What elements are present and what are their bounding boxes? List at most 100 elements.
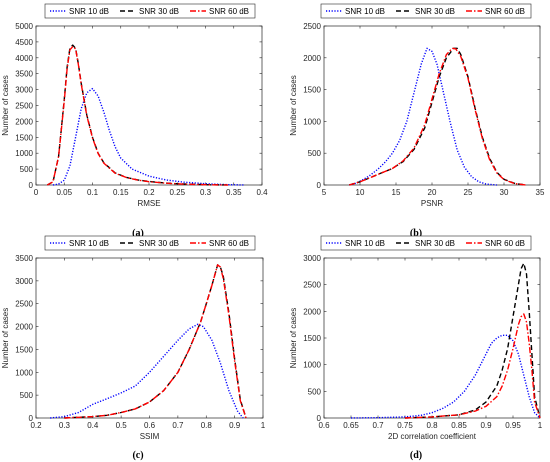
y-tick-label: 3000	[15, 277, 33, 286]
legend-box	[320, 3, 532, 19]
y-tick-label: 0	[317, 181, 322, 190]
chart-panel-3: 0.2 0.3 0.4 0.5 0.6 0.7 0.8 0.9 1 0 500 1000 1500 200…	[1, 235, 266, 461]
legend: SNR 10 dB SNR 30 dB SNR 60 dB	[44, 235, 256, 251]
panel-caption: (c)	[132, 450, 143, 461]
series-line-snr-60-db	[349, 47, 526, 186]
legend-label: SNR 60 dB	[209, 239, 249, 248]
series-line-snr-10-db	[52, 87, 246, 186]
legend-label: SNR 30 dB	[139, 7, 179, 16]
y-tick-label: 2500	[15, 102, 33, 111]
x-tick-label: 0.85	[451, 421, 467, 430]
plot-area	[35, 25, 263, 186]
x-tick-label: 35	[536, 188, 545, 197]
legend-box	[44, 3, 256, 19]
y-axis-label: Number of cases	[1, 75, 10, 135]
x-tick-label: 0.25	[169, 188, 185, 197]
y-axis-label: Number of cases	[289, 75, 298, 135]
x-tick-label: 0.4	[87, 421, 99, 430]
plot-area	[35, 257, 264, 419]
x-tick-label: 0.9	[480, 421, 492, 430]
x-tick-label: 0.4	[256, 188, 268, 197]
x-axis-label: 2D correlation coefficient	[388, 432, 477, 441]
x-tick-label: 0.15	[113, 188, 129, 197]
y-tick-label: 4500	[15, 38, 33, 47]
y-tick-label: 1500	[303, 86, 321, 95]
legend-label: SNR 30 dB	[415, 239, 455, 248]
x-tick-label: 0.05	[56, 188, 72, 197]
x-tick-label: 0.75	[397, 421, 413, 430]
chart-panel-1: 0 0.05 0.1 0.15 0.2 0.25 0.3 0.35 0.4 0 500 1000 150…	[1, 3, 268, 239]
series-line-snr-10-db	[350, 334, 541, 419]
legend-label: SNR 30 dB	[139, 239, 179, 248]
x-tick-label: 0.6	[318, 421, 330, 430]
y-tick-label: 2000	[15, 117, 33, 126]
legend-label: SNR 30 dB	[415, 7, 455, 16]
y-tick-label: 4000	[15, 54, 33, 63]
y-tick-label: 2000	[303, 54, 321, 63]
legend-label: SNR 60 dB	[209, 7, 249, 16]
y-tick-label: 1500	[15, 133, 33, 142]
y-tick-label: 0	[29, 414, 34, 423]
y-tick-label: 2000	[15, 323, 33, 332]
x-tick-label: 0.2	[30, 421, 42, 430]
x-tick-label: 20	[428, 188, 437, 197]
x-tick-label: 5	[322, 188, 327, 197]
y-tick-label: 3500	[15, 254, 33, 263]
x-tick-label: 0.1	[87, 188, 99, 197]
series-line-snr-10-db	[349, 47, 497, 186]
series-line-snr-30-db	[404, 262, 541, 419]
y-tick-label: 500	[308, 387, 322, 396]
series-line-snr-60-db	[404, 313, 541, 419]
plot-area	[323, 257, 541, 419]
x-axis-label: SSIM	[140, 432, 160, 441]
y-tick-label: 1000	[15, 368, 33, 377]
y-tick-label: 5000	[15, 22, 33, 31]
y-tick-label: 500	[20, 391, 34, 400]
y-tick-label: 500	[308, 149, 322, 158]
x-tick-label: 25	[464, 188, 473, 197]
y-tick-label: 3500	[15, 70, 33, 79]
x-tick-label: 0.7	[372, 421, 384, 430]
y-axis-label: Number of cases	[1, 308, 10, 368]
x-tick-label: 0.8	[201, 421, 213, 430]
x-tick-label: 0.5	[116, 421, 128, 430]
x-tick-label: 10	[356, 188, 365, 197]
y-tick-label: 2500	[303, 22, 321, 31]
plot-area	[323, 25, 541, 186]
legend: SNR 10 dB SNR 30 dB SNR 60 dB	[44, 3, 256, 19]
legend-label: SNR 60 dB	[485, 7, 525, 16]
x-tick-label: 0.9	[229, 421, 241, 430]
y-tick-label: 2500	[15, 300, 33, 309]
chart-panel-2: 5 10 15 20 25 30 35 0 500 1000 1500 2000 2500 PSNR Num…	[289, 3, 545, 239]
y-tick-label: 2500	[303, 281, 321, 290]
legend-label: SNR 60 dB	[485, 239, 525, 248]
x-axis-label: PSNR	[421, 199, 443, 208]
chart-panel-4: 0.6 0.65 0.7 0.75 0.8 0.85 0.9 0.95 1 0 500 1000 150…	[289, 235, 543, 461]
y-tick-label: 0	[317, 414, 322, 423]
x-tick-label: 15	[392, 188, 401, 197]
series-line-snr-60-db	[64, 264, 247, 419]
legend-label: SNR 10 dB	[345, 239, 385, 248]
y-tick-label: 1500	[15, 345, 33, 354]
x-tick-label: 0.6	[144, 421, 156, 430]
series-line-snr-10-db	[50, 323, 244, 419]
legend-box	[320, 235, 532, 251]
y-tick-label: 1000	[303, 117, 321, 126]
legend-label: SNR 10 dB	[69, 7, 109, 16]
x-tick-label: 0.3	[59, 421, 71, 430]
legend: SNR 10 dB SNR 30 dB SNR 60 dB	[320, 3, 532, 19]
legend-box	[44, 235, 256, 251]
x-tick-label: 0.35	[226, 188, 242, 197]
legend-label: SNR 10 dB	[345, 7, 385, 16]
x-tick-label: 0.95	[505, 421, 521, 430]
x-axis-label: RMSE	[137, 199, 160, 208]
y-tick-label: 1000	[15, 149, 33, 158]
x-tick-label: 0.3	[200, 188, 212, 197]
x-tick-label: 0.8	[426, 421, 438, 430]
legend: SNR 10 dB SNR 30 dB SNR 60 dB	[320, 235, 532, 251]
y-tick-label: 2000	[303, 307, 321, 316]
x-tick-label: 1	[538, 421, 543, 430]
panel-caption: (b)	[410, 228, 422, 239]
x-tick-label: 0.65	[343, 421, 359, 430]
